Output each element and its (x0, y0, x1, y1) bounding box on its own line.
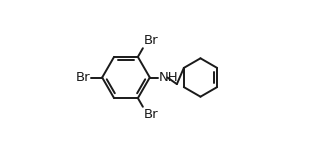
Text: Br: Br (76, 71, 90, 84)
Text: Br: Br (143, 34, 158, 47)
Text: Br: Br (143, 108, 158, 121)
Text: NH: NH (159, 71, 178, 84)
